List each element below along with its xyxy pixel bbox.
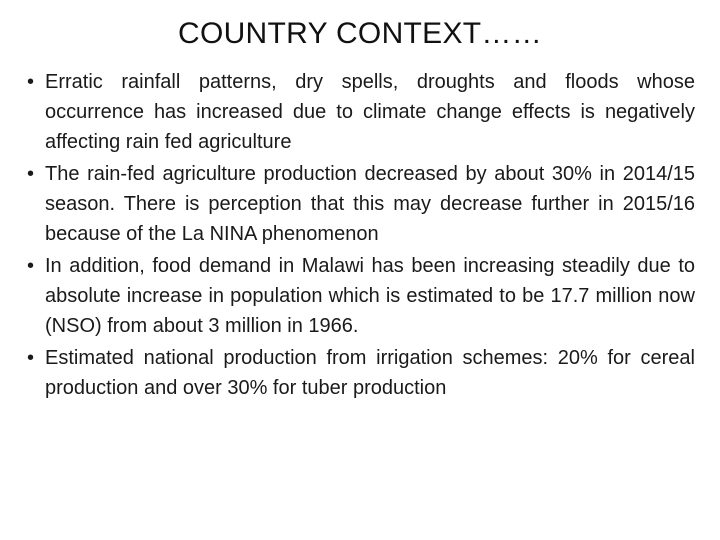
bullet-text: In addition, food demand in Malawi has b… (45, 255, 695, 337)
bullet-item: • Erratic rainfall patterns, dry spells,… (27, 67, 695, 157)
bullet-text: The rain-fed agriculture production decr… (45, 163, 695, 245)
bullet-item: • Estimated national production from irr… (27, 343, 695, 403)
bullet-text: Estimated national production from irrig… (45, 347, 695, 399)
bullet-icon: • (27, 163, 35, 185)
bullet-list: • Erratic rainfall patterns, dry spells,… (27, 67, 695, 405)
bullet-item: • The rain-fed agriculture production de… (27, 159, 695, 249)
bullet-text: Erratic rainfall patterns, dry spells, d… (45, 71, 695, 153)
bullet-item: • In addition, food demand in Malawi has… (27, 251, 695, 341)
bullet-icon: • (27, 347, 35, 369)
bullet-icon: • (27, 255, 35, 277)
bullet-icon: • (27, 71, 35, 93)
slide-title: COUNTRY CONTEXT…… (177, 17, 543, 50)
